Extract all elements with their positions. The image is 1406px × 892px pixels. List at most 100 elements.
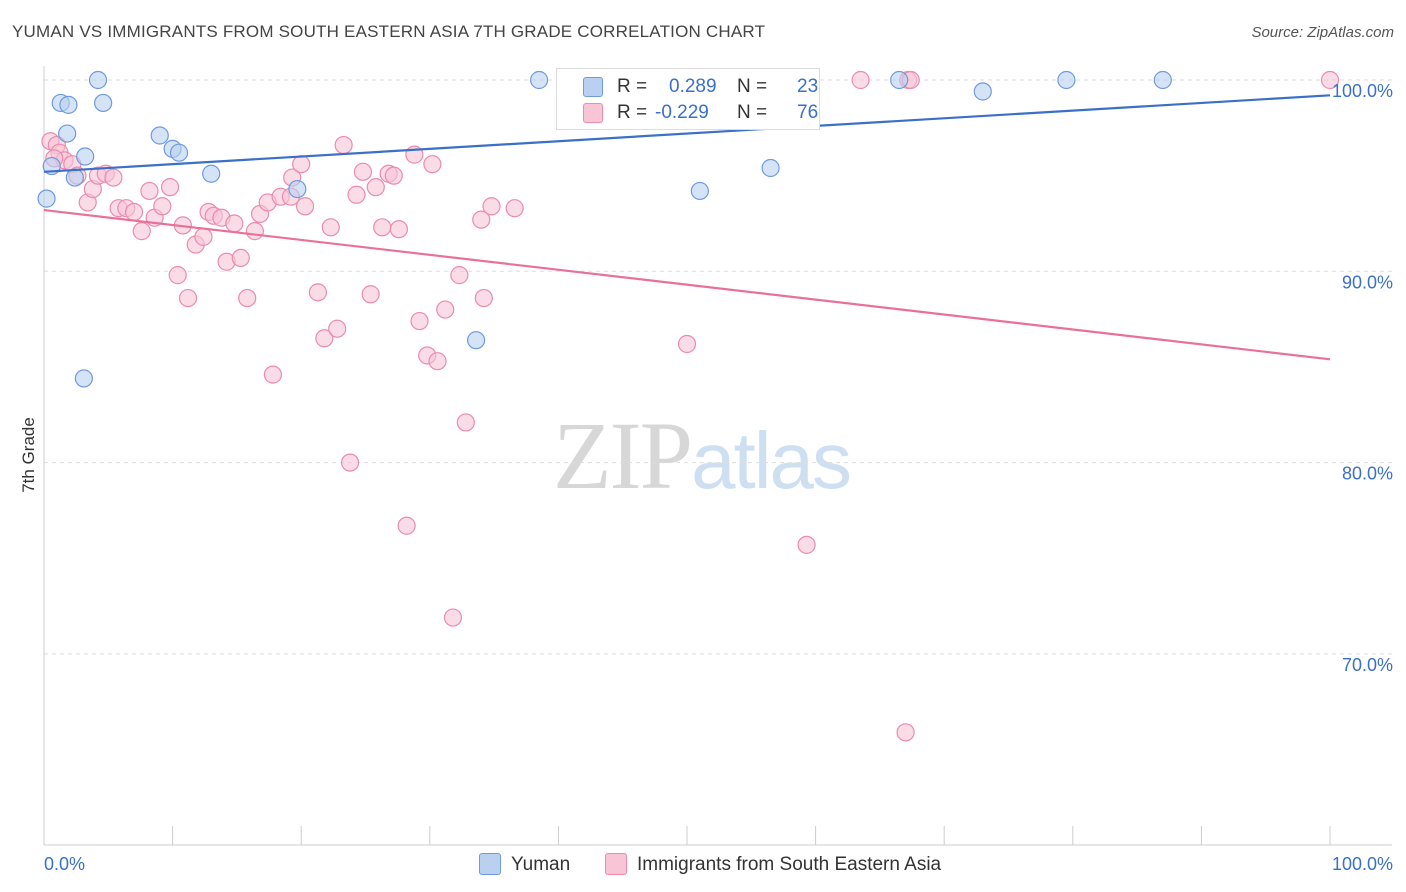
x-tick-label: 0.0%: [44, 854, 85, 874]
point-immigrants: [347, 185, 366, 204]
point-immigrants: [443, 608, 463, 627]
point-immigrants: [361, 285, 380, 304]
point-immigrants: [231, 248, 250, 268]
point-immigrants: [436, 300, 455, 319]
grid-layer: [44, 79, 1392, 655]
point-yuman: [169, 143, 189, 162]
legend-swatch-immigrants: [583, 103, 603, 123]
watermark-zip: ZIP: [553, 402, 693, 509]
point-immigrants: [851, 70, 870, 90]
point-immigrants: [225, 214, 244, 233]
point-immigrants: [334, 135, 353, 155]
legend-swatch-yuman: [583, 77, 603, 97]
point-immigrants: [328, 319, 347, 338]
point-immigrants: [178, 288, 198, 308]
point-yuman: [973, 82, 992, 101]
bottom-legend-swatch-immigrants: [605, 853, 627, 875]
point-yuman: [150, 126, 169, 145]
trend-line-immigrants: [43, 208, 1331, 361]
legend-n-value: 76: [797, 102, 819, 123]
point-immigrants: [140, 181, 159, 201]
point-immigrants: [353, 162, 373, 181]
point-immigrants: [384, 166, 403, 185]
point-immigrants: [428, 352, 447, 371]
watermark-atlas: atlas: [691, 416, 852, 505]
point-yuman: [37, 189, 56, 208]
y-tick-label: 90.0%: [1342, 272, 1393, 292]
point-immigrants: [153, 197, 172, 216]
point-immigrants: [124, 202, 144, 222]
point-immigrants: [104, 168, 123, 187]
chart-title: YUMAN VS IMMIGRANTS FROM SOUTH EASTERN A…: [12, 22, 766, 41]
stats-legend: R = 0.289 N = 23 R = -0.229 N = 76: [556, 68, 820, 130]
point-immigrants: [1320, 70, 1340, 90]
point-yuman: [288, 179, 307, 199]
point-immigrants: [373, 218, 392, 237]
trend-line-yuman: [43, 94, 1331, 173]
point-yuman: [94, 93, 113, 113]
point-immigrants: [389, 220, 409, 239]
legend-r-label: R =: [617, 76, 648, 97]
bottom-legend-label-immigrants: Immigrants from South Eastern Asia: [637, 854, 942, 875]
point-immigrants: [450, 266, 469, 285]
label-layer: 100.0% 90.0% 80.0% 70.0% 0.0% 100.0% 7th Grade: [19, 81, 1393, 874]
point-immigrants: [797, 535, 816, 554]
point-yuman: [65, 168, 84, 187]
x-tick-label: 100.0%: [1332, 854, 1393, 874]
point-immigrants: [456, 413, 475, 432]
point-immigrants: [295, 197, 315, 216]
point-yuman: [59, 95, 78, 114]
points-layer: [37, 70, 1340, 742]
y-axis-title: 7th Grade: [19, 417, 38, 493]
bottom-legend-label-yuman: Yuman: [511, 854, 571, 875]
legend-r-value: 0.289: [669, 76, 717, 97]
point-yuman: [761, 158, 780, 178]
point-yuman: [466, 331, 486, 350]
point-yuman: [1153, 70, 1172, 90]
point-immigrants: [340, 453, 360, 472]
point-immigrants: [482, 197, 501, 216]
point-immigrants: [366, 178, 385, 197]
point-immigrants: [160, 178, 180, 197]
point-immigrants: [194, 227, 213, 246]
point-immigrants: [168, 266, 187, 285]
point-yuman: [88, 70, 108, 90]
point-immigrants: [315, 329, 334, 348]
point-yuman: [890, 70, 909, 90]
source-credit: Source: ZipAtlas.com: [1251, 24, 1394, 41]
y-tick-label: 70.0%: [1342, 655, 1393, 675]
point-immigrants: [245, 222, 265, 241]
point-yuman: [58, 124, 77, 143]
legend-r-value: -0.229: [655, 102, 709, 123]
point-immigrants: [410, 311, 429, 331]
point-immigrants: [423, 155, 442, 174]
point-immigrants: [238, 288, 257, 308]
watermark: ZIPatlas: [553, 400, 852, 511]
point-immigrants: [263, 365, 283, 384]
point-immigrants: [132, 222, 151, 241]
point-yuman: [76, 147, 95, 166]
y-tick-label: 80.0%: [1342, 464, 1393, 484]
legend-n-value: 23: [797, 76, 819, 97]
point-immigrants: [292, 155, 311, 174]
legend-n-label: N =: [737, 76, 768, 97]
bottom-legend-swatch-yuman: [479, 853, 501, 875]
point-immigrants: [505, 199, 524, 218]
point-immigrants: [472, 210, 491, 229]
point-yuman: [202, 164, 221, 183]
axis-layer: [43, 66, 1392, 846]
trend-layer: [43, 94, 1331, 361]
point-yuman: [530, 70, 549, 90]
point-immigrants: [677, 334, 697, 354]
legend-n-label: N =: [737, 102, 768, 123]
point-immigrants: [896, 723, 915, 742]
point-yuman: [1057, 70, 1076, 90]
point-immigrants: [397, 516, 416, 535]
point-yuman: [74, 369, 93, 388]
legend-r-label: R =: [617, 102, 648, 123]
y-tick-label: 100.0%: [1332, 81, 1393, 101]
point-yuman: [690, 181, 709, 201]
point-immigrants: [308, 283, 328, 302]
point-immigrants: [321, 218, 340, 237]
